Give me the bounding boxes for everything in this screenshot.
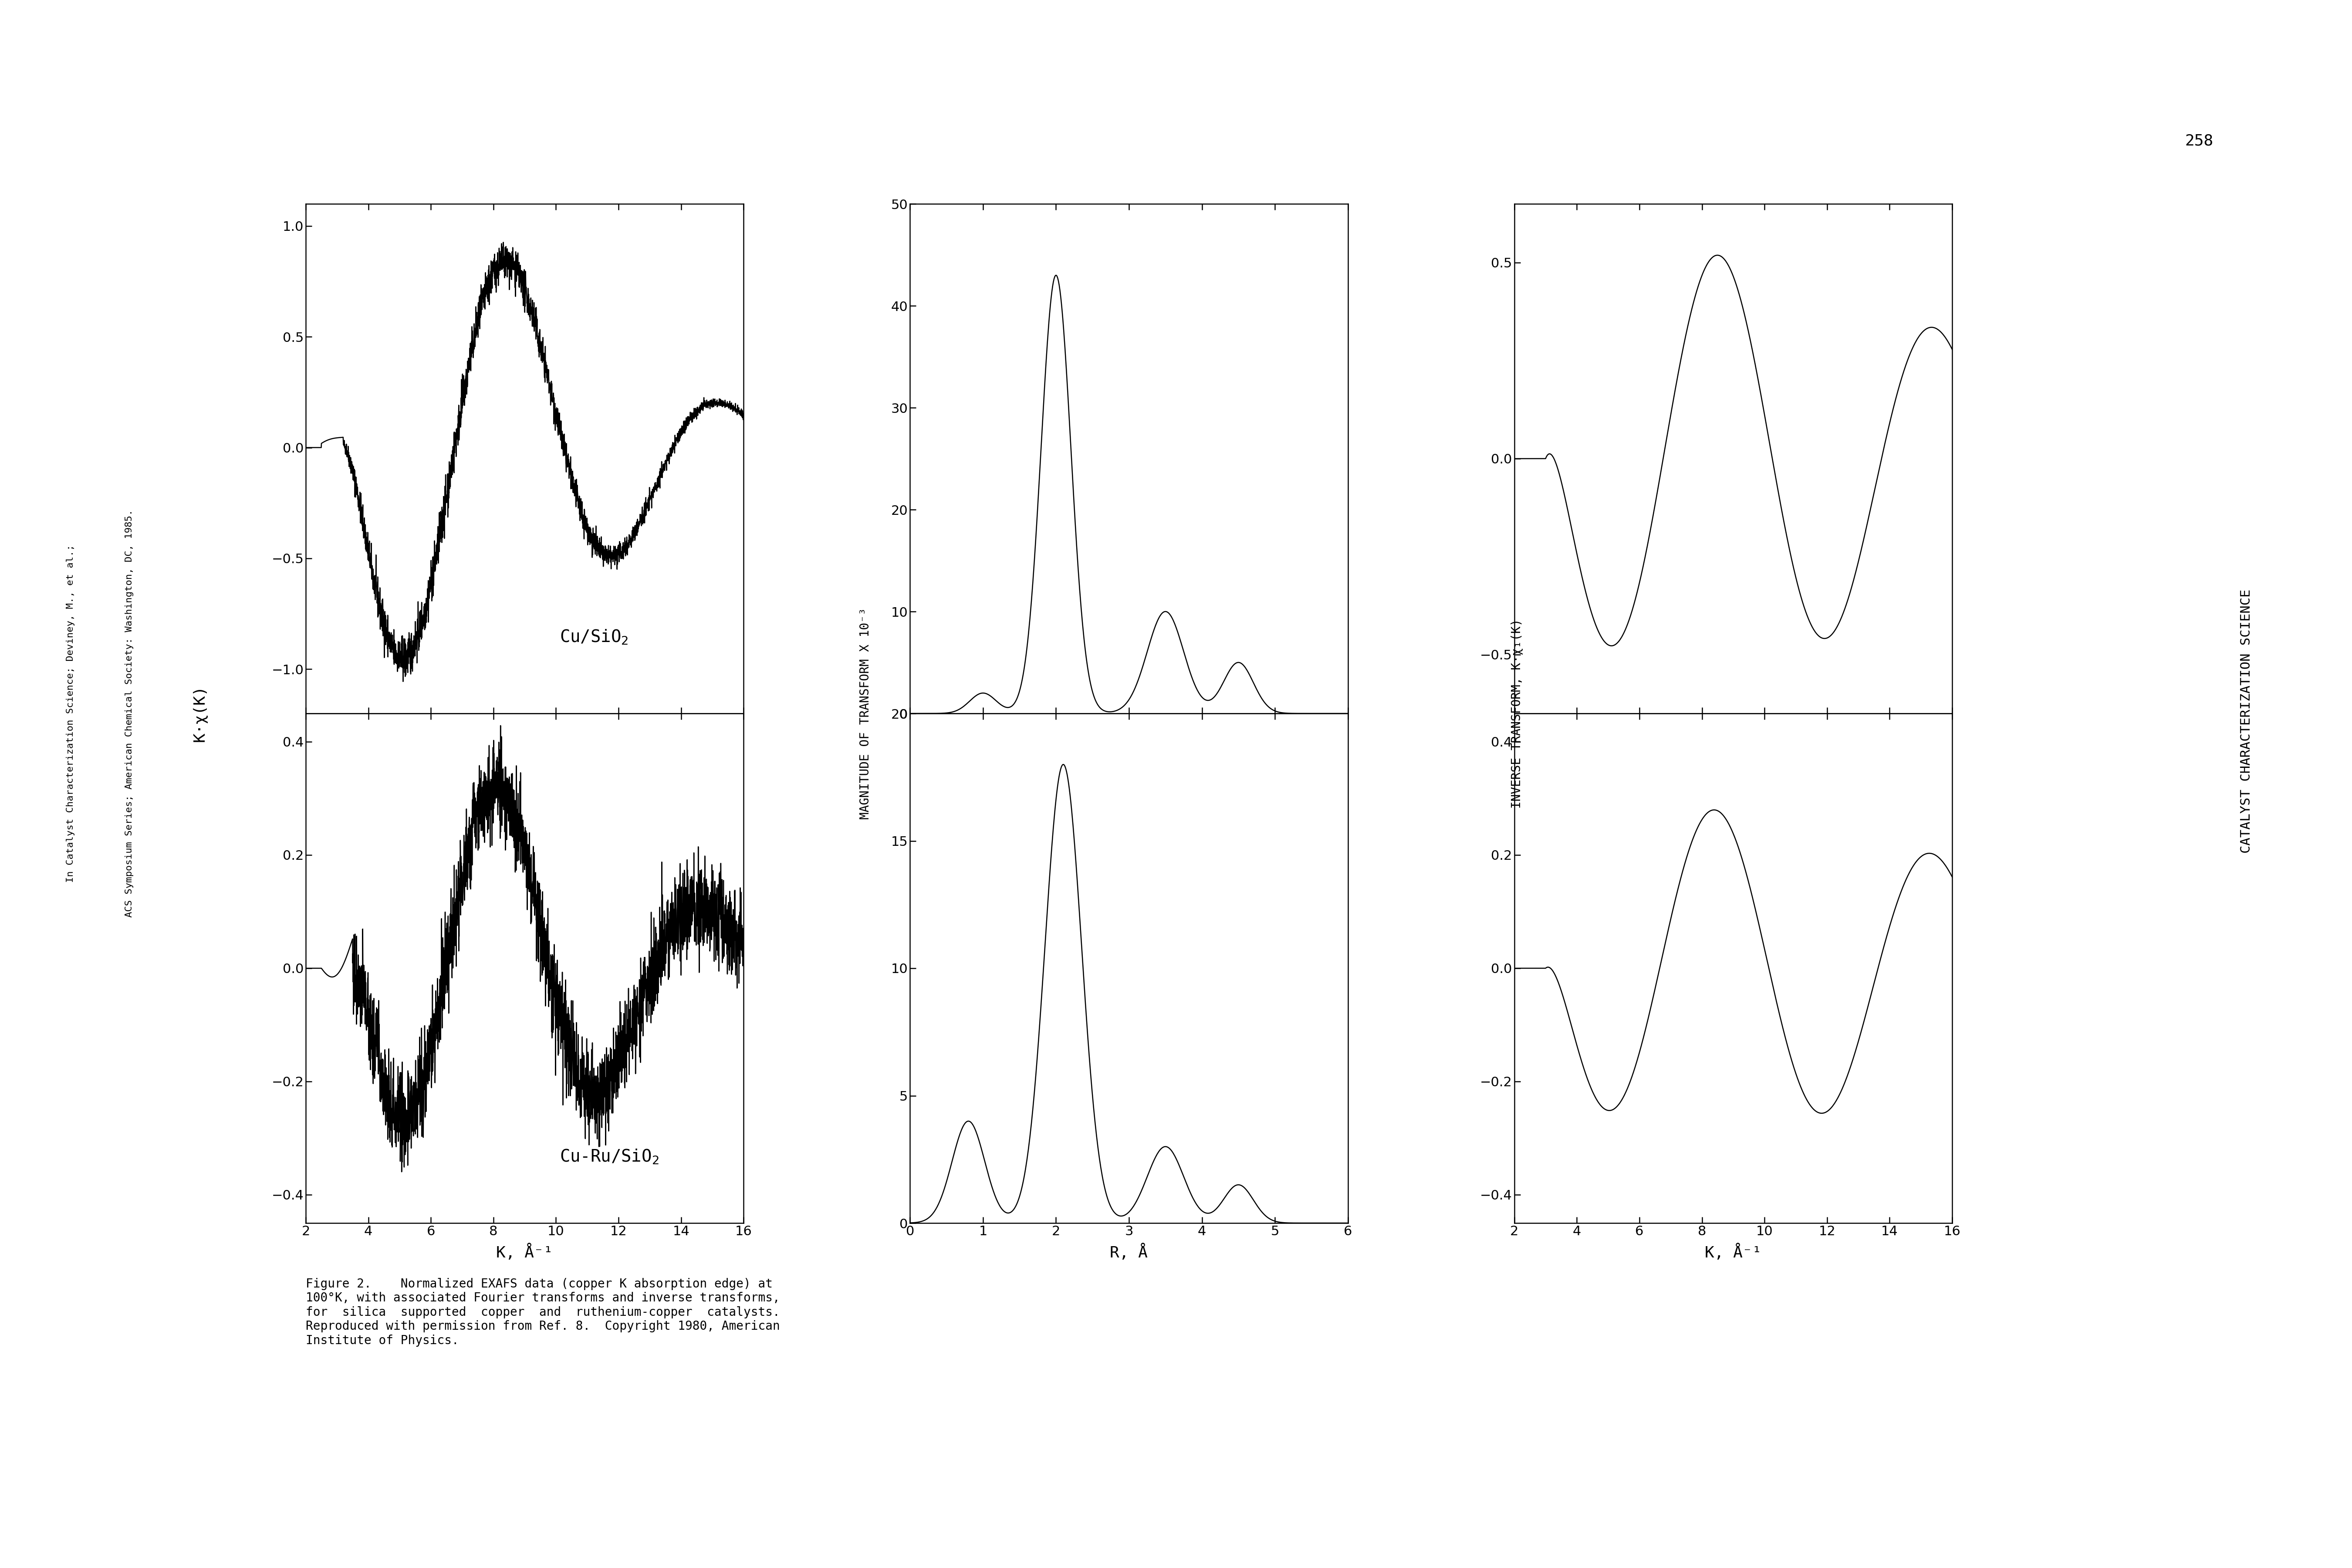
X-axis label: R, Å: R, Å [1110,1243,1148,1261]
Text: CATALYST CHARACTERIZATION SCIENCE: CATALYST CHARACTERIZATION SCIENCE [2239,590,2253,853]
X-axis label: K, Å⁻¹: K, Å⁻¹ [1705,1243,1762,1261]
Text: Cu-Ru/SiO$_2$: Cu-Ru/SiO$_2$ [560,1148,659,1165]
Text: Cu/SiO$_2$: Cu/SiO$_2$ [560,629,628,646]
Text: 258: 258 [2185,133,2213,149]
Text: INVERSE TRANSFORM, K·χ₁(K): INVERSE TRANSFORM, K·χ₁(K) [1510,619,1524,808]
X-axis label: K, Å⁻¹: K, Å⁻¹ [496,1243,553,1261]
Text: MAGNITUDE OF TRANSFORM X 10⁻³: MAGNITUDE OF TRANSFORM X 10⁻³ [858,608,873,818]
Text: K·χ(K): K·χ(K) [193,685,207,742]
Text: Figure 2.    Normalized EXAFS data (copper K absorption edge) at
100°K, with ass: Figure 2. Normalized EXAFS data (copper … [306,1278,781,1347]
Text: ACS Symposium Series; American Chemical Society: Washington, DC, 1985.: ACS Symposium Series; American Chemical … [125,510,134,917]
Text: In Catalyst Characterization Science; Deviney, M., et al.;: In Catalyst Characterization Science; De… [66,544,75,883]
